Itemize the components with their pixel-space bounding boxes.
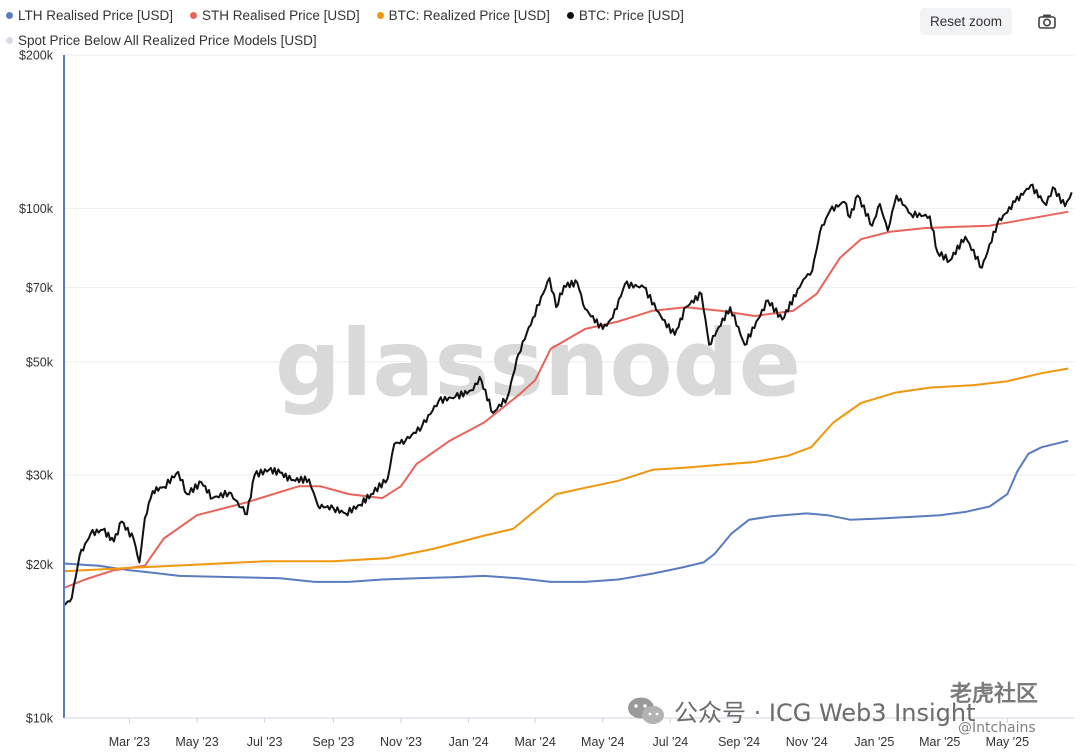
- x-tick-label: Mar '25: [919, 735, 960, 749]
- reset-zoom-button[interactable]: Reset zoom: [920, 8, 1012, 35]
- legend-item-spot-below[interactable]: Spot Price Below All Realized Price Mode…: [6, 33, 317, 48]
- legend-label-realized: BTC: Realized Price [USD]: [388, 8, 550, 23]
- y-axis-ticks: $10k $20k $30k $50k $70k $100k $200k: [19, 49, 54, 726]
- legend-dot-price: [566, 12, 574, 19]
- legend-item-sth[interactable]: STH Realised Price [USD]: [190, 8, 360, 23]
- camera-icon: [1038, 14, 1056, 29]
- x-tick-label: Mar '24: [514, 735, 555, 749]
- legend-item-lth[interactable]: LTH Realised Price [USD]: [6, 8, 173, 23]
- x-tick-label: Nov '24: [786, 735, 828, 749]
- x-tick-label: Sep '24: [718, 735, 760, 749]
- y-tick-label: $30k: [26, 468, 54, 482]
- x-tick-label: May '24: [581, 735, 624, 749]
- legend-row-2: Spot Price Below All Realized Price Mode…: [6, 31, 886, 50]
- x-tick-label: Jul '23: [247, 735, 283, 749]
- wechat-watermark: 公众号 · ICG Web3 Insight: [626, 693, 976, 728]
- glassnode-watermark: glassnode: [275, 310, 801, 417]
- series-line-3: [63, 183, 1073, 607]
- x-tick-label: Nov '23: [380, 735, 422, 749]
- legend-label-price: BTC: Price [USD]: [578, 8, 684, 23]
- y-tick-label: $10k: [26, 712, 54, 726]
- x-tick-label: Jan '24: [449, 735, 489, 749]
- wechat-watermark-text: 公众号 · ICG Web3 Insight: [674, 699, 976, 727]
- handle-watermark: @Intchains: [958, 720, 1036, 736]
- camera-button[interactable]: [1034, 10, 1060, 34]
- x-tick-label: Sep '23: [312, 735, 354, 749]
- series-line-0: [63, 439, 1069, 583]
- x-tick-label: May '25: [986, 735, 1029, 749]
- legend-item-price[interactable]: BTC: Price [USD]: [566, 8, 684, 23]
- community-watermark: 老虎社区: [950, 682, 1039, 707]
- y-tick-label: $100k: [19, 202, 54, 216]
- y-tick-label: $70k: [26, 281, 54, 295]
- y-tick-label: $50k: [26, 355, 54, 369]
- x-tick-label: May '23: [175, 735, 218, 749]
- wechat-icon: [626, 695, 666, 727]
- legend-item-realized[interactable]: BTC: Realized Price [USD]: [376, 8, 550, 23]
- y-tick-label: $20k: [26, 558, 54, 572]
- series-line-2: [63, 367, 1069, 573]
- x-tick-label: Mar '23: [109, 735, 150, 749]
- legend-label-spot-below: Spot Price Below All Realized Price Mode…: [18, 33, 317, 48]
- legend-row-1: LTH Realised Price [USD] STH Realised Pr…: [6, 6, 886, 25]
- y-tick-label: $200k: [19, 49, 54, 63]
- legend-dot-spot-below: [6, 37, 13, 44]
- legend-label-sth: STH Realised Price [USD]: [202, 8, 360, 23]
- legend-dot-realized: [376, 12, 384, 19]
- x-tick-label: Jul '24: [653, 735, 689, 749]
- legend: LTH Realised Price [USD] STH Realised Pr…: [6, 6, 886, 56]
- legend-label-lth: LTH Realised Price [USD]: [18, 8, 174, 23]
- series-line-1: [63, 210, 1069, 589]
- legend-dot-lth: [6, 12, 13, 19]
- series-layer: [63, 183, 1073, 607]
- legend-dot-sth: [190, 12, 198, 19]
- x-tick-label: Jan '25: [854, 735, 894, 749]
- x-axis-ticks: Mar '23 May '23 Jul '23 Sep '23 Nov '23 Jan '…: [109, 718, 1029, 749]
